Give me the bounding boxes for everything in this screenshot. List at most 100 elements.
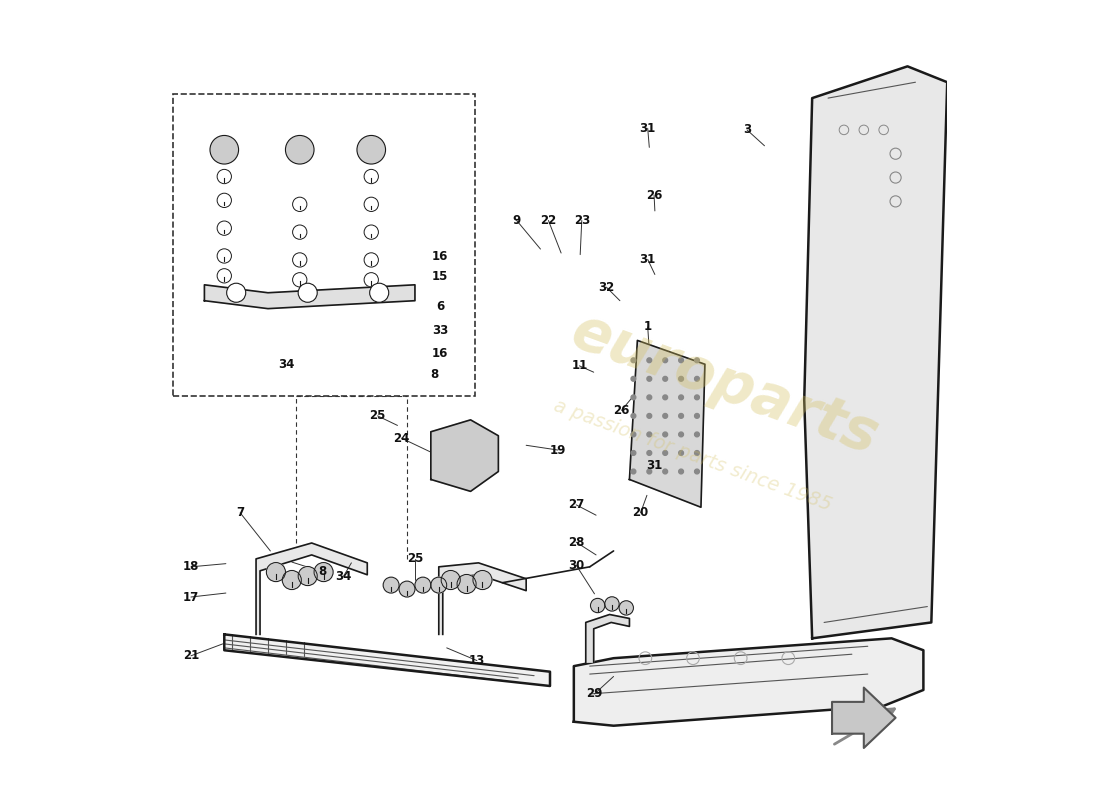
- Circle shape: [679, 450, 683, 455]
- Circle shape: [663, 414, 668, 418]
- Circle shape: [647, 450, 651, 455]
- Circle shape: [647, 377, 651, 381]
- Circle shape: [647, 432, 651, 437]
- Text: 20: 20: [632, 506, 649, 519]
- Circle shape: [227, 283, 245, 302]
- Text: 22: 22: [540, 214, 557, 227]
- Circle shape: [298, 566, 317, 586]
- Polygon shape: [224, 634, 550, 686]
- Circle shape: [647, 358, 651, 362]
- Circle shape: [286, 135, 315, 164]
- Text: 9: 9: [513, 214, 520, 227]
- Text: 19: 19: [550, 443, 566, 457]
- Text: 15: 15: [432, 270, 449, 283]
- Circle shape: [458, 574, 476, 594]
- Text: 29: 29: [586, 687, 603, 701]
- Circle shape: [431, 577, 447, 593]
- Text: 26: 26: [614, 404, 629, 417]
- Text: 31: 31: [646, 458, 662, 472]
- Circle shape: [663, 432, 668, 437]
- Circle shape: [694, 469, 700, 474]
- Circle shape: [364, 170, 378, 184]
- Circle shape: [364, 225, 378, 239]
- Circle shape: [315, 562, 333, 582]
- Text: 25: 25: [407, 552, 424, 566]
- Polygon shape: [629, 341, 705, 507]
- Polygon shape: [205, 285, 415, 309]
- Circle shape: [217, 194, 231, 207]
- Circle shape: [631, 432, 636, 437]
- Polygon shape: [256, 543, 367, 634]
- Circle shape: [679, 414, 683, 418]
- Circle shape: [293, 225, 307, 239]
- Circle shape: [415, 577, 431, 593]
- Text: 13: 13: [469, 654, 485, 667]
- Polygon shape: [574, 638, 923, 726]
- Text: 34: 34: [278, 358, 295, 370]
- Circle shape: [694, 395, 700, 400]
- Polygon shape: [804, 66, 947, 638]
- Text: 8: 8: [431, 368, 439, 381]
- Circle shape: [210, 135, 239, 164]
- Circle shape: [217, 170, 231, 184]
- Circle shape: [631, 395, 636, 400]
- Text: 18: 18: [183, 560, 199, 574]
- Circle shape: [217, 221, 231, 235]
- Circle shape: [370, 283, 388, 302]
- Text: 34: 34: [336, 570, 352, 583]
- Circle shape: [663, 469, 668, 474]
- Circle shape: [679, 469, 683, 474]
- Circle shape: [663, 395, 668, 400]
- Circle shape: [399, 581, 415, 597]
- Text: 17: 17: [183, 590, 199, 603]
- Text: 7: 7: [236, 506, 244, 519]
- Circle shape: [473, 570, 492, 590]
- Text: 24: 24: [394, 432, 409, 445]
- Text: 26: 26: [646, 189, 662, 202]
- Circle shape: [631, 377, 636, 381]
- Text: 33: 33: [432, 323, 449, 337]
- Circle shape: [647, 469, 651, 474]
- Polygon shape: [832, 687, 895, 748]
- Circle shape: [631, 450, 636, 455]
- Text: 31: 31: [639, 253, 656, 266]
- Circle shape: [679, 432, 683, 437]
- Circle shape: [663, 450, 668, 455]
- Circle shape: [217, 269, 231, 283]
- Circle shape: [663, 358, 668, 362]
- Circle shape: [293, 273, 307, 287]
- Circle shape: [364, 197, 378, 211]
- Circle shape: [293, 197, 307, 211]
- Circle shape: [383, 577, 399, 593]
- Polygon shape: [431, 420, 498, 491]
- Circle shape: [631, 414, 636, 418]
- Polygon shape: [586, 614, 629, 662]
- Text: 16: 16: [432, 347, 449, 361]
- Text: 21: 21: [183, 650, 199, 662]
- Circle shape: [679, 358, 683, 362]
- Circle shape: [631, 358, 636, 362]
- Circle shape: [298, 283, 317, 302]
- Circle shape: [293, 253, 307, 267]
- Circle shape: [364, 253, 378, 267]
- Circle shape: [364, 273, 378, 287]
- Circle shape: [358, 135, 386, 164]
- Text: 11: 11: [571, 359, 587, 372]
- Text: 28: 28: [568, 536, 584, 549]
- Text: 3: 3: [742, 123, 751, 136]
- Circle shape: [631, 469, 636, 474]
- Text: 27: 27: [568, 498, 584, 511]
- Text: europarts: europarts: [563, 302, 887, 466]
- Circle shape: [647, 395, 651, 400]
- Circle shape: [266, 562, 286, 582]
- Text: 30: 30: [568, 558, 584, 572]
- Text: 8: 8: [318, 565, 326, 578]
- Text: 25: 25: [370, 410, 386, 422]
- FancyBboxPatch shape: [173, 94, 474, 396]
- Circle shape: [663, 377, 668, 381]
- Circle shape: [694, 450, 700, 455]
- Circle shape: [694, 377, 700, 381]
- Text: 23: 23: [574, 214, 590, 227]
- Circle shape: [679, 395, 683, 400]
- Text: 32: 32: [598, 281, 615, 294]
